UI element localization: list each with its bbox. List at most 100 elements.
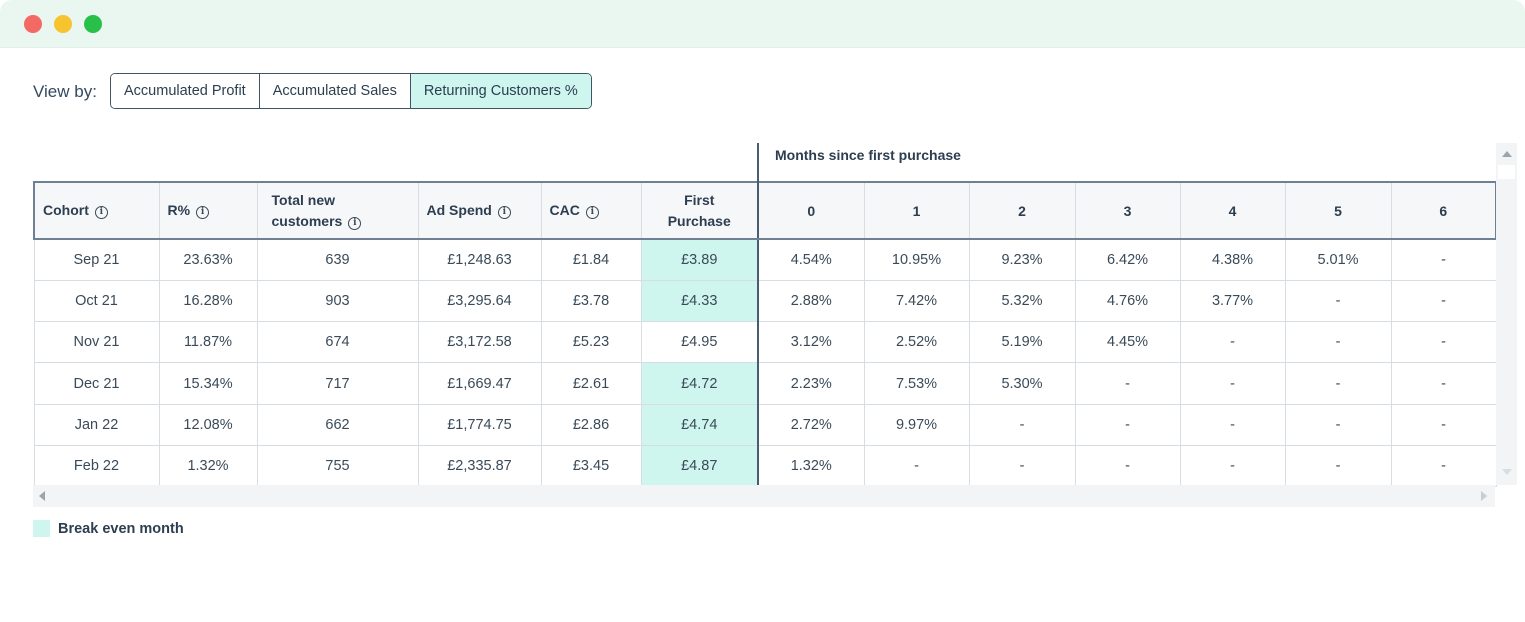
table-header-row: Cohort i R% i Total new customers i Ad Spen… <box>33 181 1497 240</box>
first-purchase-cell: £4.87 <box>640 444 759 488</box>
column-header-month-6[interactable]: 6 <box>1390 181 1497 240</box>
column-header-month-0[interactable]: 0 <box>757 181 865 240</box>
month-1-cell: 2.52% <box>863 321 970 364</box>
column-header-cac[interactable]: CAC i <box>540 181 642 240</box>
ad-spend-cell: £1,248.63 <box>417 238 542 281</box>
break-even-swatch <box>33 520 50 537</box>
close-window-button[interactable] <box>24 15 42 33</box>
cohort-cell: Jan 22 <box>33 403 160 446</box>
month-0-cell: 3.12% <box>757 321 865 364</box>
ad-spend-cell: £3,172.58 <box>417 321 542 364</box>
month-5-cell: - <box>1284 444 1392 488</box>
info-icon[interactable]: i <box>94 206 108 219</box>
info-icon[interactable]: i <box>196 206 210 219</box>
month-6-cell: - <box>1390 362 1497 405</box>
info-icon[interactable]: i <box>497 206 511 219</box>
month-1-cell: 7.42% <box>863 279 970 323</box>
total-new-customers-cell: 639 <box>256 238 419 281</box>
month-3-cell: 4.45% <box>1074 321 1181 364</box>
view-by-toggle-group: Accumulated Profit Accumulated Sales Ret… <box>110 73 592 109</box>
total-new-customers-cell: 903 <box>256 279 419 323</box>
month-3-cell: 6.42% <box>1074 238 1181 281</box>
month-2-cell: 5.30% <box>968 362 1076 405</box>
cac-cell: £3.78 <box>540 279 642 323</box>
month-1-cell: - <box>863 444 970 488</box>
view-accumulated-profit-button[interactable]: Accumulated Profit <box>111 74 260 108</box>
column-header-total-new-line1: Total new <box>271 191 336 208</box>
scroll-down-arrow-icon[interactable] <box>1502 469 1512 475</box>
column-header-month-4[interactable]: 4 <box>1179 181 1286 240</box>
horizontal-scrollbar[interactable] <box>33 485 1495 507</box>
month-3-cell: - <box>1074 362 1181 405</box>
month-4-cell: - <box>1179 321 1286 364</box>
scroll-up-arrow-icon[interactable] <box>1502 151 1512 157</box>
month-2-cell: - <box>968 403 1076 446</box>
cohort-cell: Feb 22 <box>33 444 160 488</box>
cac-cell: £2.61 <box>540 362 642 405</box>
month-6-cell: - <box>1390 238 1497 281</box>
info-icon[interactable]: i <box>585 206 599 219</box>
table-row: Jan 22 12.08% 662 £1,774.75 £2.86 £4.74 2.72% 9… <box>33 403 1497 446</box>
month-4-cell: - <box>1179 362 1286 405</box>
cohort-cell: Dec 21 <box>33 362 160 405</box>
first-purchase-cell: £3.89 <box>640 238 759 281</box>
month-2-cell: - <box>968 444 1076 488</box>
cohort-table-body: Sep 21 23.63% 639 £1,248.63 £1.84 £3.89 4.54% 1… <box>33 238 1497 488</box>
r-pct-cell: 12.08% <box>158 403 258 446</box>
vertical-scrollbar[interactable] <box>1496 143 1517 485</box>
scroll-left-arrow-icon[interactable] <box>39 491 45 501</box>
view-returning-customers-button[interactable]: Returning Customers % <box>410 74 591 108</box>
column-header-ad-spend[interactable]: Ad Spend i <box>417 181 542 240</box>
cohort-cell: Oct 21 <box>33 279 160 323</box>
month-5-cell: 5.01% <box>1284 238 1392 281</box>
cohort-cell: Nov 21 <box>33 321 160 364</box>
table-row: Feb 22 1.32% 755 £2,335.87 £3.45 £4.87 1.32% - -… <box>33 444 1497 488</box>
cohort-table: Cohort i R% i Total new customers i Ad Spen… <box>33 181 1497 488</box>
maximize-window-button[interactable] <box>84 15 102 33</box>
column-header-month-5[interactable]: 5 <box>1284 181 1392 240</box>
column-header-month-2[interactable]: 2 <box>968 181 1076 240</box>
break-even-legend-label: Break even month <box>58 520 184 537</box>
month-0-cell: 2.88% <box>757 279 865 323</box>
month-2-cell: 5.19% <box>968 321 1076 364</box>
month-3-cell: - <box>1074 444 1181 488</box>
view-by-label: View by: <box>33 82 97 101</box>
title-bar <box>0 0 1525 48</box>
cac-cell: £3.45 <box>540 444 642 488</box>
column-header-total-new-customers[interactable]: Total new customers i <box>256 181 419 240</box>
table-row: Oct 21 16.28% 903 £3,295.64 £3.78 £4.33 2.88% 7… <box>33 279 1497 323</box>
total-new-customers-cell: 674 <box>256 321 419 364</box>
month-6-cell: - <box>1390 279 1497 323</box>
r-pct-cell: 11.87% <box>158 321 258 364</box>
column-header-first-purchase[interactable]: First Purchase <box>640 181 759 240</box>
column-header-r-pct[interactable]: R% i <box>158 181 258 240</box>
column-header-month-3[interactable]: 3 <box>1074 181 1181 240</box>
month-4-cell: - <box>1179 403 1286 446</box>
view-accumulated-sales-button[interactable]: Accumulated Sales <box>259 74 411 108</box>
months-group-title: Months since first purchase <box>775 147 961 163</box>
month-4-cell: 3.77% <box>1179 279 1286 323</box>
column-header-cohort[interactable]: Cohort i <box>33 181 160 240</box>
month-3-cell: 4.76% <box>1074 279 1181 323</box>
cac-cell: £2.86 <box>540 403 642 446</box>
minimize-window-button[interactable] <box>54 15 72 33</box>
month-5-cell: - <box>1284 279 1392 323</box>
ad-spend-cell: £1,774.75 <box>417 403 542 446</box>
first-purchase-cell: £4.95 <box>640 321 759 364</box>
ad-spend-cell: £1,669.47 <box>417 362 542 405</box>
table-row: Dec 21 15.34% 717 £1,669.47 £2.61 £4.72 2.23% 7… <box>33 362 1497 405</box>
month-2-cell: 5.32% <box>968 279 1076 323</box>
vertical-scroll-thumb[interactable] <box>1498 165 1515 179</box>
month-4-cell: 4.38% <box>1179 238 1286 281</box>
scroll-right-arrow-icon[interactable] <box>1481 491 1487 501</box>
info-icon[interactable]: i <box>348 216 362 230</box>
ad-spend-cell: £3,295.64 <box>417 279 542 323</box>
cohort-table-area: Months since first purchase Cohort i R% i <box>33 143 1518 507</box>
month-1-cell: 7.53% <box>863 362 970 405</box>
month-0-cell: 1.32% <box>757 444 865 488</box>
column-header-month-1[interactable]: 1 <box>863 181 970 240</box>
cohort-cell: Sep 21 <box>33 238 160 281</box>
month-1-cell: 10.95% <box>863 238 970 281</box>
month-5-cell: - <box>1284 403 1392 446</box>
